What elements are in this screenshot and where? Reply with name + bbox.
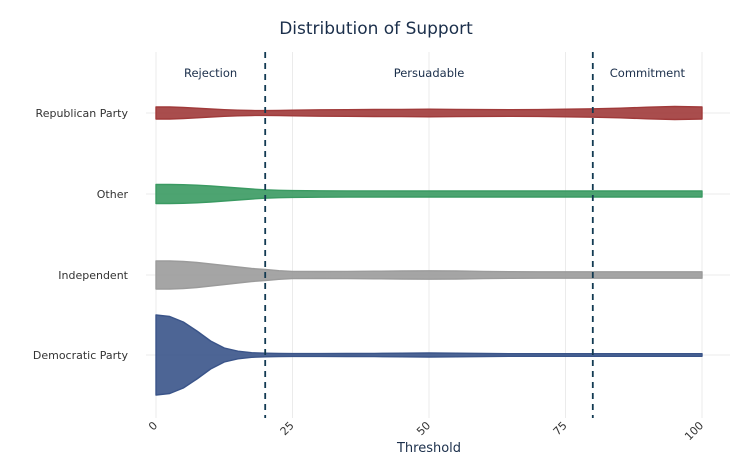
region-labels: Rejection Persuadable Commitment [184,66,686,80]
category-label-independent: Independent [58,269,128,282]
x-tick-label-25: 25 [278,419,297,438]
x-tick-label-50: 50 [414,419,433,438]
region-label-commitment: Commitment [610,66,686,80]
chart-title: Distribution of Support [279,19,473,39]
category-label-democratic-party: Democratic Party [33,349,129,362]
threshold-lines [264,52,594,418]
violin-republican-party [155,105,703,121]
category-labels: Republican Party Other Independent Democrat… [33,107,129,362]
region-label-persuadable: Persuadable [394,66,465,80]
x-tick-label-75: 75 [551,419,570,438]
violin-democratic-party [155,314,703,396]
category-label-other: Other [97,188,129,201]
x-tick-label-0: 0 [146,419,160,433]
violin-independent [155,260,703,290]
x-tick-label-100: 100 [682,419,706,443]
violins [155,105,703,396]
x-axis-title: Threshold [396,441,461,456]
violin-other [155,183,703,205]
region-label-rejection: Rejection [184,66,237,80]
category-label-republican-party: Republican Party [36,107,129,120]
x-tick-labels: 0 25 50 75 100 [146,419,706,443]
